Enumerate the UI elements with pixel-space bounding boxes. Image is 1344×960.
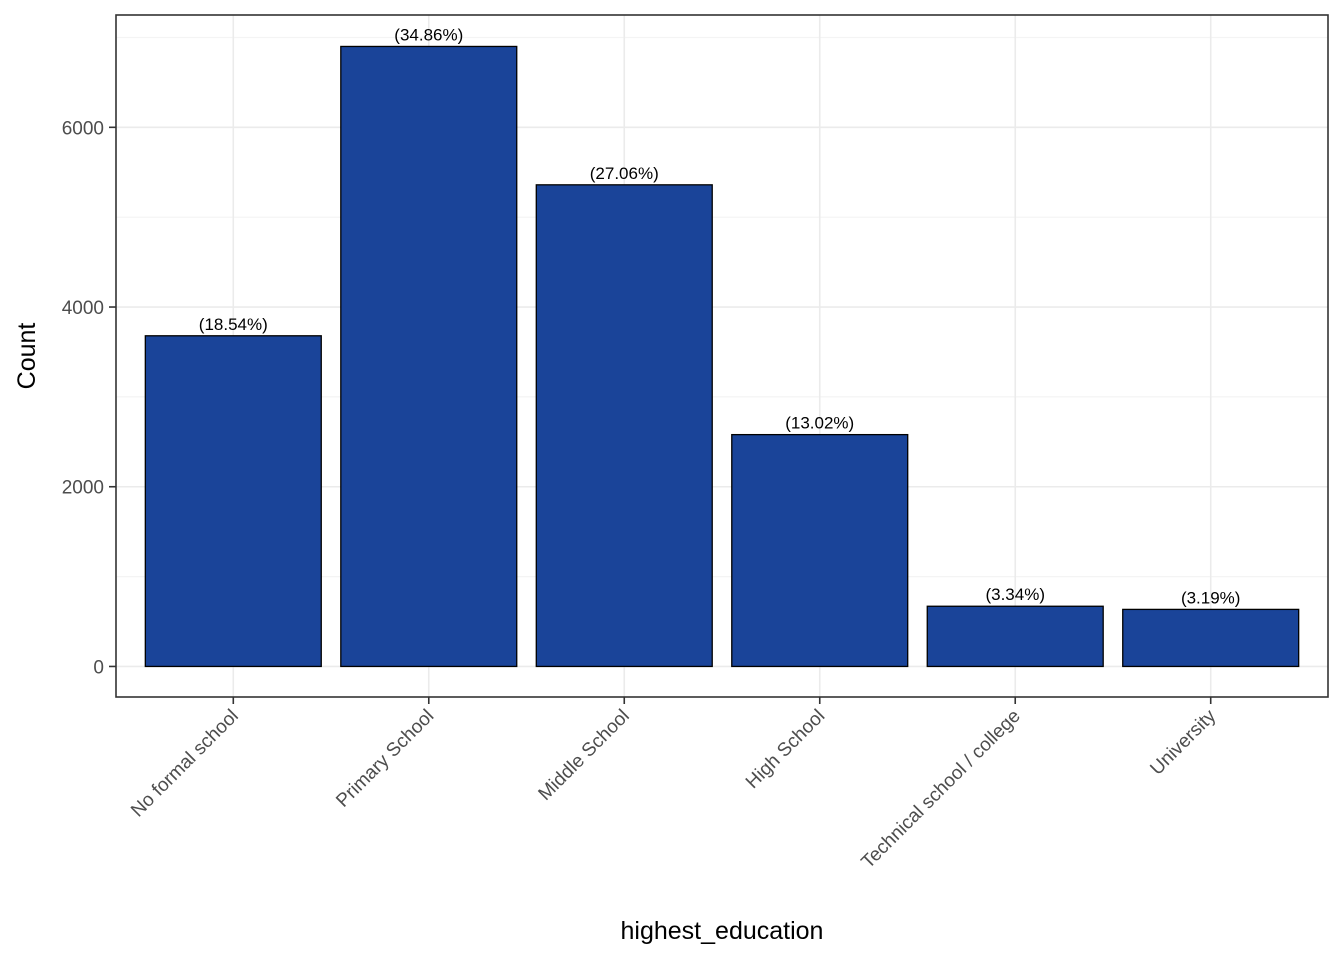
y-tick-label: 6000 — [62, 118, 104, 139]
bar — [926, 605, 1104, 668]
bar-value-label: (3.19%) — [1181, 588, 1241, 607]
bar-value-label: (3.34%) — [985, 585, 1045, 604]
x-tick-label: University — [1146, 705, 1220, 779]
panel-border — [115, 14, 1329, 698]
bar — [1122, 608, 1300, 668]
x-axis-ticks: No formal school Primary School Middle Sch… — [127, 697, 1221, 873]
y-tick-label: 2000 — [62, 478, 104, 499]
bar — [340, 45, 518, 668]
y-axis-title: Count — [13, 323, 41, 390]
x-axis-title: highest_education — [621, 917, 824, 945]
x-tick-label: No formal school — [127, 706, 243, 822]
bar — [144, 335, 322, 668]
bars — [144, 45, 1300, 668]
x-tick-label: Technical school / college — [858, 706, 1025, 873]
y-tick-label: 0 — [93, 657, 104, 678]
y-axis-ticks: 0 2000 4000 6000 — [62, 118, 116, 678]
x-tick-label: Primary School — [332, 706, 438, 812]
bar-value-label: (34.86%) — [394, 25, 463, 44]
x-tick-label: High School — [742, 706, 829, 793]
y-tick-label: 4000 — [62, 298, 104, 319]
bar-value-labels: (18.54%) (34.86%) (27.06%) (13.02%) (3.34%) (… — [199, 25, 1241, 607]
bar — [731, 433, 909, 668]
bar — [535, 184, 713, 668]
bar-value-label: (27.06%) — [590, 164, 659, 183]
bar-value-label: (13.02%) — [785, 414, 854, 433]
x-tick-label: Middle School — [535, 706, 634, 805]
bar-value-label: (18.54%) — [199, 315, 268, 334]
